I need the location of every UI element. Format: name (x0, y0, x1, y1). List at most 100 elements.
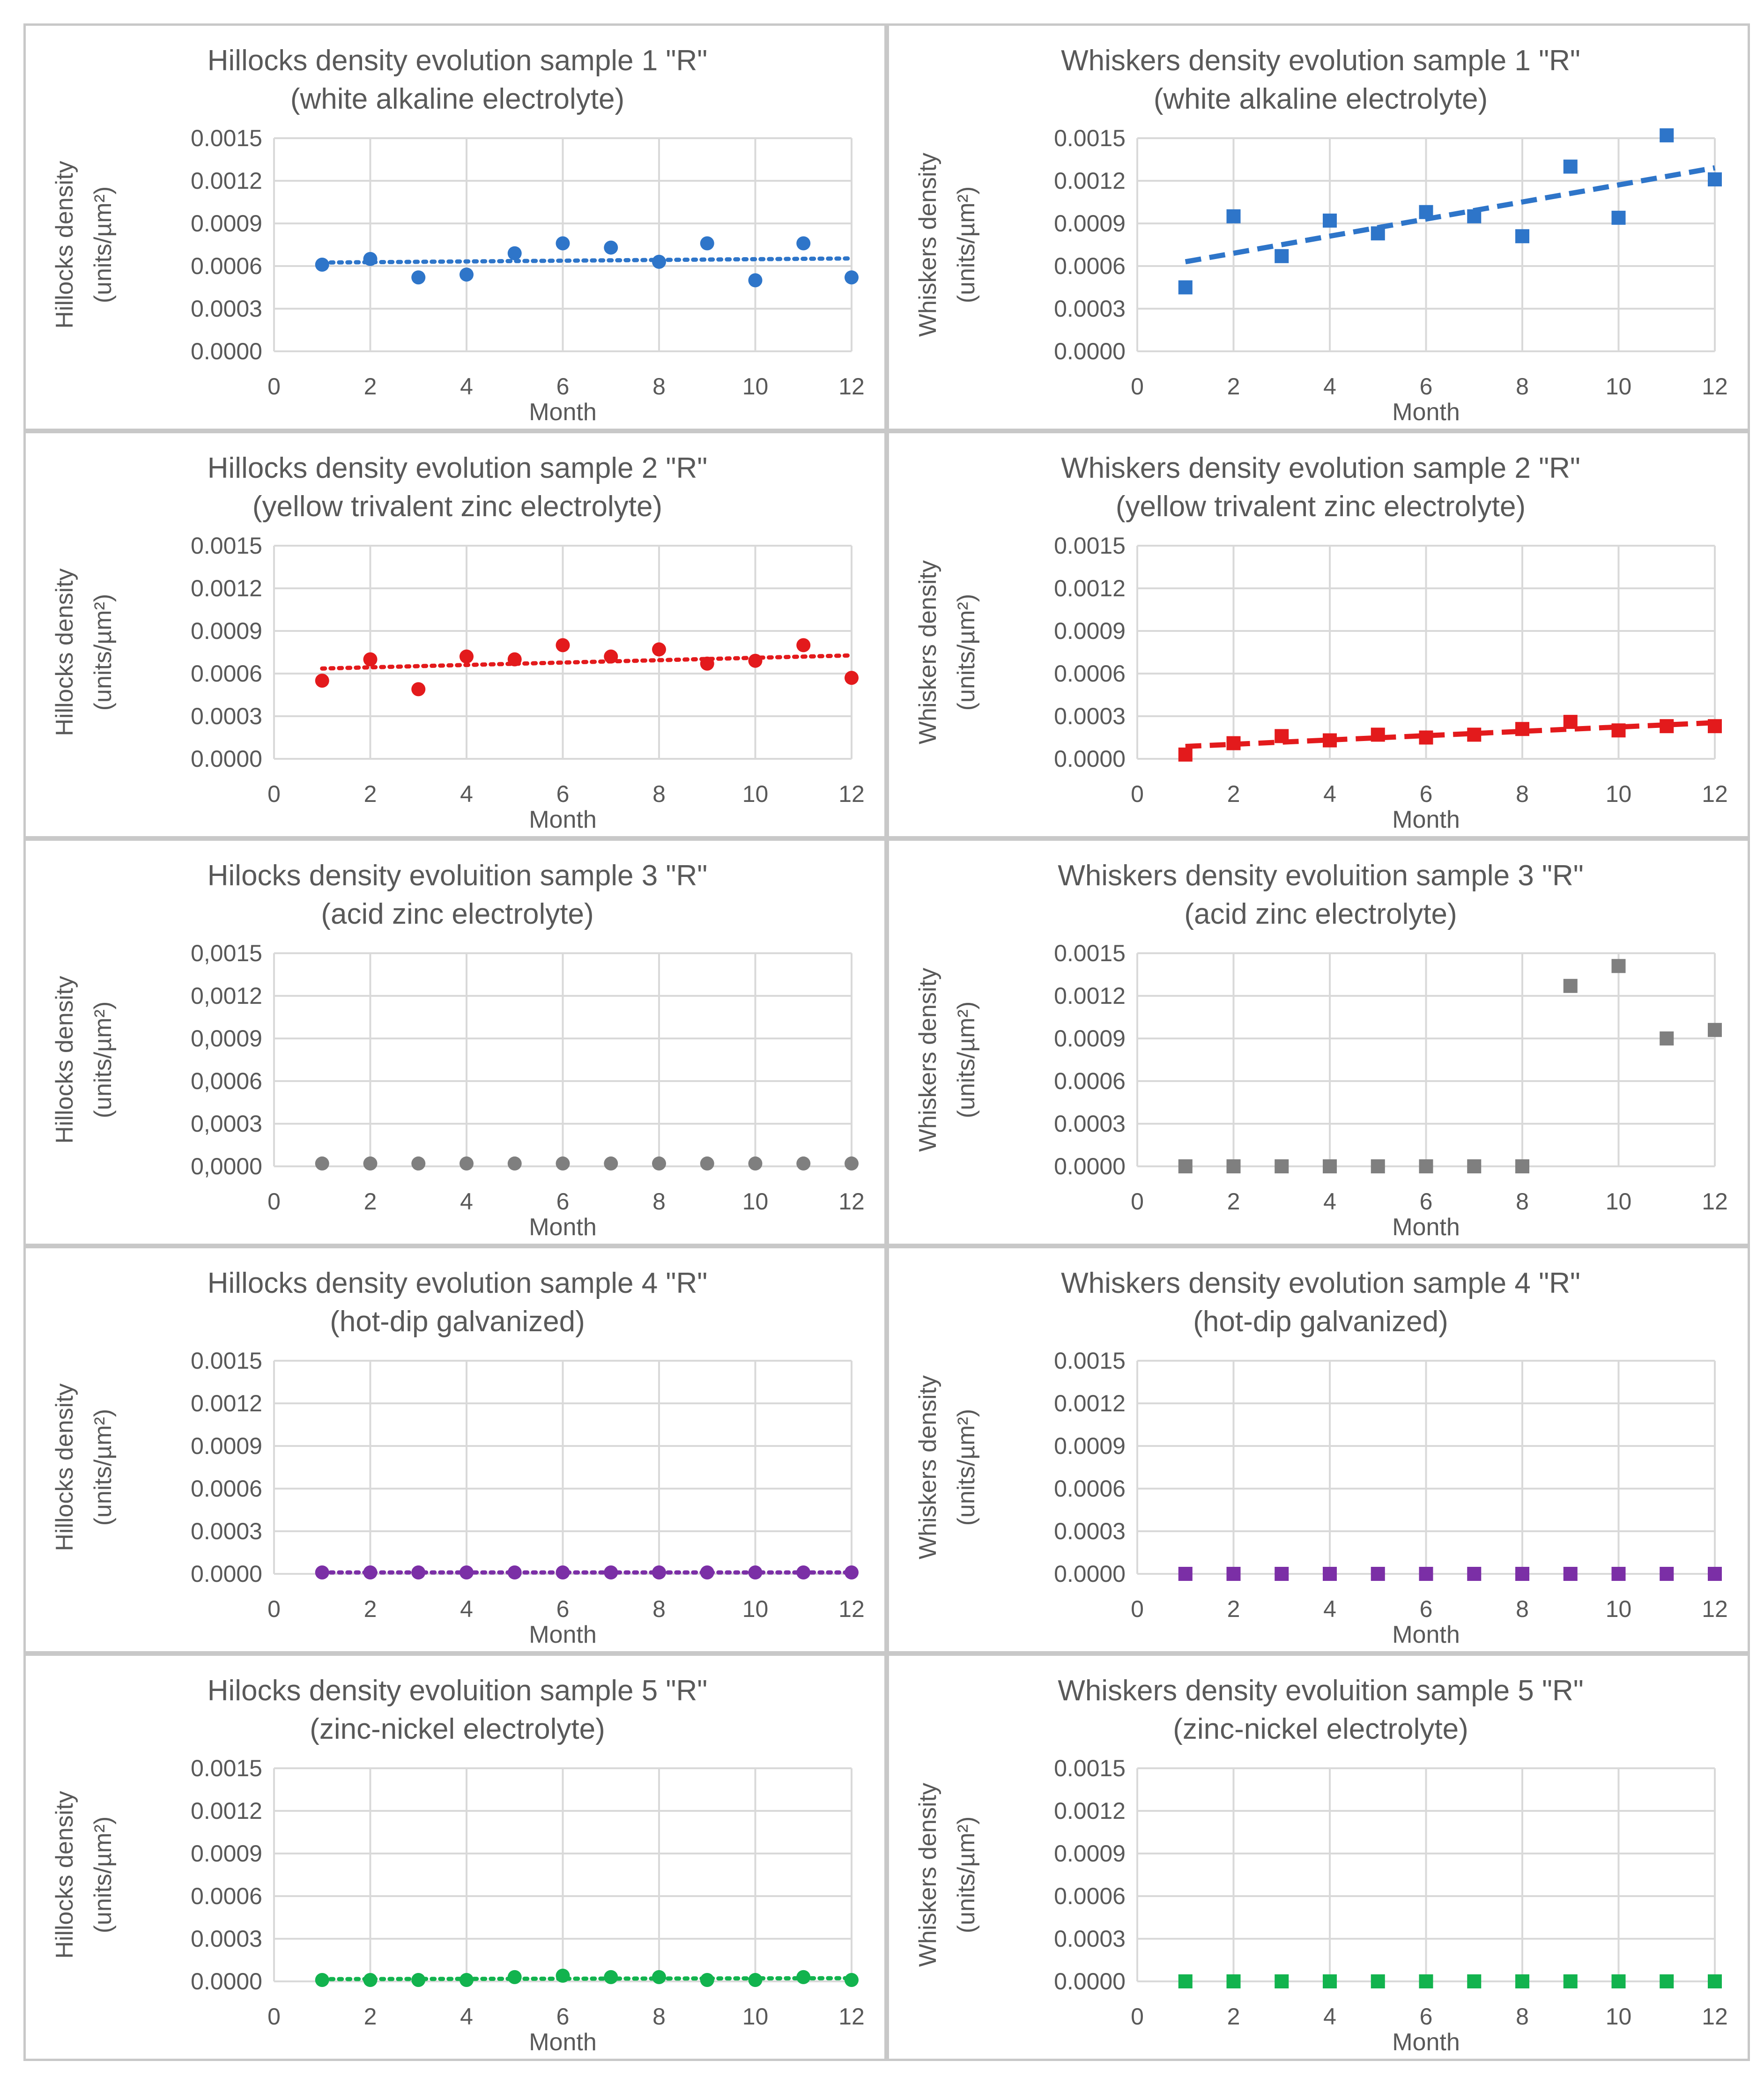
data-point (845, 1156, 859, 1171)
y-axis-label-line: (units/µm²) (89, 594, 117, 711)
data-point (748, 1156, 763, 1171)
chart-svg: Hillocks density evolution sample 4 "R" (… (51, 1267, 865, 1648)
chart-svg: Hilocks density evoluition sample 5 "R" (… (51, 1675, 865, 2056)
x-tick-label: 4 (1323, 1188, 1336, 1215)
x-axis-label: Month (529, 1214, 597, 1241)
chart-title-line: Hilocks density evoluition sample 3 "R" (208, 860, 707, 892)
x-axis-label: Month (529, 1621, 597, 1648)
y-tick-label: 0.0003 (1054, 1518, 1126, 1544)
y-tick-label: 0.0015 (1054, 1755, 1126, 1781)
y-tick-label: 0,0015 (191, 940, 262, 966)
data-point (604, 1970, 618, 1984)
data-point (460, 267, 474, 282)
y-tick-label: 0.0015 (1054, 533, 1126, 559)
x-tick-label: 2 (1227, 1596, 1240, 1622)
data-point (604, 240, 618, 255)
data-point (1178, 280, 1193, 295)
y-tick-label: 0,0000 (191, 1153, 262, 1179)
x-tick-label: 6 (1420, 373, 1433, 400)
x-tick-label: 12 (838, 1596, 865, 1622)
data-point (1515, 1974, 1529, 1988)
x-tick-label: 4 (460, 1188, 473, 1215)
x-axis-label: Month (1392, 1214, 1460, 1241)
y-axis-label-line: Hillocks density (51, 1791, 78, 1958)
x-tick-label: 4 (1323, 781, 1336, 807)
x-tick-label: 6 (1420, 1188, 1433, 1215)
y-tick-label: 0.0003 (1054, 703, 1126, 729)
y-tick-label: 0.0006 (191, 660, 262, 687)
data-point (315, 1972, 329, 1987)
data-point (1515, 229, 1529, 244)
x-tick-label: 2 (364, 1188, 377, 1215)
y-axis-label-line: (units/µm²) (953, 1409, 980, 1526)
data-point (652, 1565, 666, 1579)
data-point (556, 1565, 570, 1579)
x-tick-label: 12 (1702, 781, 1728, 807)
data-point (1660, 1567, 1674, 1581)
x-tick-label: 6 (556, 2003, 570, 2030)
x-tick-label: 2 (1227, 373, 1240, 400)
y-tick-label: 0.0006 (1054, 1475, 1126, 1502)
y-tick-label: 0.0009 (191, 210, 262, 237)
data-point (1467, 1159, 1482, 1173)
data-point (1515, 722, 1529, 736)
x-tick-label: 10 (742, 373, 769, 400)
x-tick-label: 12 (1702, 373, 1728, 400)
x-tick-label: 0 (1131, 1596, 1144, 1622)
data-point (1611, 723, 1626, 738)
x-tick-label: 10 (1606, 1596, 1632, 1622)
x-axis-label: Month (1392, 1621, 1460, 1648)
x-tick-label: 8 (1516, 2003, 1529, 2030)
data-point (1419, 1567, 1433, 1581)
data-point (1371, 1567, 1385, 1581)
x-tick-label: 10 (742, 1596, 769, 1622)
data-point (411, 1565, 426, 1579)
y-tick-label: 0.0000 (191, 746, 262, 772)
data-point (652, 1970, 666, 1984)
data-point (796, 236, 811, 251)
data-point (507, 246, 522, 260)
data-point (1323, 1974, 1337, 1988)
x-tick-label: 2 (364, 781, 377, 807)
y-tick-label: 0.0003 (1054, 296, 1126, 322)
y-tick-label: 0.0000 (191, 1968, 262, 1994)
x-tick-label: 12 (1702, 1596, 1728, 1622)
x-axis-label: Month (529, 399, 597, 426)
data-point (796, 1970, 811, 1984)
y-tick-label: 0.0009 (1054, 1840, 1126, 1867)
y-tick-label: 0.0009 (191, 1840, 262, 1867)
x-tick-label: 0 (1131, 2003, 1144, 2030)
chart-panel-2: Whiskers density evolution sample 1 "R" (… (887, 23, 1750, 431)
x-tick-label: 2 (364, 373, 377, 400)
data-point (700, 1156, 714, 1171)
x-tick-label: 10 (742, 1188, 769, 1215)
chart-title-line: Hillocks density evolution sample 2 "R" (208, 452, 707, 484)
chart-title-line: (hot-dip galvanized) (1193, 1305, 1448, 1338)
data-point (845, 270, 859, 285)
data-point (1563, 1974, 1578, 1988)
y-axis-label-line: (units/µm²) (953, 594, 980, 711)
data-point (363, 1972, 378, 1987)
x-tick-label: 0 (267, 1188, 281, 1215)
data-point (507, 1565, 522, 1579)
data-point (460, 1565, 474, 1579)
chart-title-line: (white alkaline electrolyte) (290, 83, 624, 115)
chart-title-line: (acid zinc electrolyte) (1184, 898, 1457, 930)
data-point (507, 1970, 522, 1984)
chart-title-line: (yellow trivalent zinc electrolyte) (252, 490, 662, 523)
data-point (1515, 1159, 1529, 1173)
data-point (1419, 1159, 1433, 1173)
x-tick-label: 10 (742, 781, 769, 807)
data-point (1611, 1974, 1626, 1988)
y-axis-label-line: Whiskers density (914, 153, 941, 337)
x-tick-label: 2 (364, 2003, 377, 2030)
data-point (1708, 1023, 1722, 1037)
data-point (1611, 1567, 1626, 1581)
y-axis-label-line: Hillocks density (51, 161, 78, 328)
y-tick-label: 0.0000 (1054, 338, 1126, 364)
chart-panel-6: Whiskers density evoluition sample 3 "R"… (887, 838, 1750, 1246)
data-point (1371, 1159, 1385, 1173)
chart-svg: Hilocks density evoluition sample 3 "R" (… (51, 860, 865, 1241)
x-tick-label: 8 (652, 1188, 666, 1215)
data-point (411, 682, 426, 697)
